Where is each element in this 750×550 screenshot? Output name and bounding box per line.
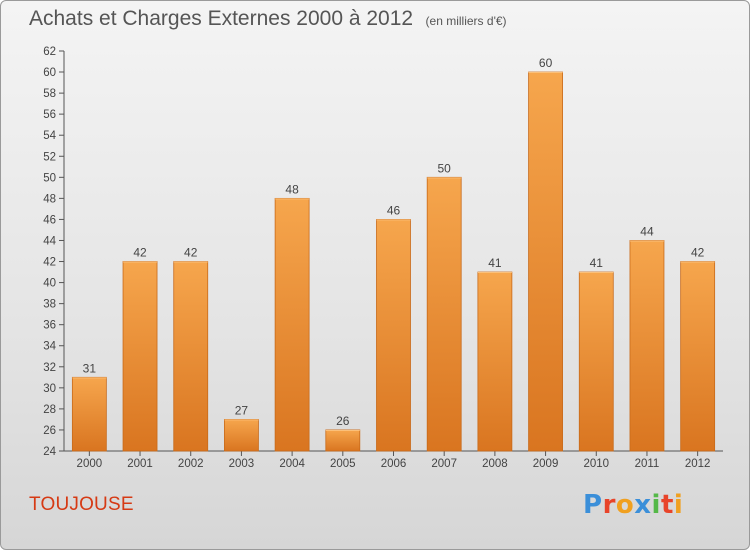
bar-value-label: 60 <box>539 56 553 70</box>
x-tick-label: 2001 <box>127 458 153 470</box>
brand-letter: i <box>651 490 661 520</box>
bar-value-label: 42 <box>184 246 198 260</box>
x-tick-label: 2011 <box>635 458 660 470</box>
title-row: Achats et Charges Externes 2000 à 2012 (… <box>29 7 507 31</box>
bar-value-label: 41 <box>488 256 502 270</box>
bar <box>274 197 310 452</box>
bar <box>528 71 563 452</box>
y-tick-label: 32 <box>43 362 56 374</box>
y-tick-label: 28 <box>43 404 56 416</box>
bar <box>629 240 665 452</box>
y-tick-label: 24 <box>43 446 56 458</box>
bar <box>477 271 513 452</box>
bar-value-label: 48 <box>285 182 299 196</box>
x-tick-label: 2007 <box>431 458 457 470</box>
bar <box>426 176 462 452</box>
chart-unit: (en milliers d'€) <box>425 14 507 28</box>
bar <box>71 376 107 452</box>
x-tick-label: 2010 <box>583 458 609 470</box>
bar-value-label: 44 <box>640 224 654 238</box>
y-tick-label: 48 <box>43 193 56 205</box>
bar-value-label: 42 <box>691 246 705 260</box>
y-tick-label: 62 <box>43 46 56 58</box>
bar <box>376 219 411 452</box>
brand-letter: P <box>583 490 603 520</box>
y-tick-label: 56 <box>43 109 56 121</box>
y-tick-label: 26 <box>43 425 56 437</box>
bar-value-label: 26 <box>336 414 350 428</box>
proxiti-logo: Proxiti <box>583 490 683 520</box>
bar-value-label: 41 <box>590 256 604 270</box>
y-tick-label: 54 <box>43 130 56 142</box>
brand-letter: o <box>615 490 635 520</box>
bar-value-label: 27 <box>235 403 249 417</box>
bar <box>325 429 361 452</box>
y-tick-label: 58 <box>43 88 56 100</box>
y-tick-label: 38 <box>43 299 56 311</box>
x-tick-label: 2008 <box>482 458 508 470</box>
x-tick-label: 2006 <box>381 458 407 470</box>
bar-value-label: 42 <box>133 246 147 260</box>
bar-value-label: 46 <box>387 203 401 217</box>
bar <box>578 271 614 452</box>
y-tick-label: 60 <box>43 67 56 79</box>
y-tick-label: 46 <box>43 214 56 226</box>
bar-value-label: 50 <box>438 161 452 175</box>
brand-letter: r <box>602 490 616 520</box>
commune-name: TOUJOUSE <box>29 494 134 515</box>
x-tick-label: 2000 <box>77 458 103 470</box>
y-tick-label: 40 <box>43 278 56 290</box>
bar-value-label: 31 <box>83 361 97 375</box>
x-tick-label: 2003 <box>229 458 255 470</box>
chart-title: Achats et Charges Externes 2000 à 2012 <box>29 7 414 30</box>
x-tick-label: 2004 <box>279 458 305 470</box>
x-tick-label: 2002 <box>178 458 204 470</box>
bar <box>680 261 716 452</box>
brand-letter: x <box>634 490 652 520</box>
y-tick-label: 52 <box>43 151 56 163</box>
y-tick-label: 50 <box>43 172 56 184</box>
brand-letter: t <box>660 490 674 520</box>
x-tick-label: 2005 <box>330 458 356 470</box>
bar <box>173 261 209 452</box>
y-tick-label: 44 <box>43 235 56 247</box>
brand-letter: i <box>673 490 684 520</box>
y-tick-label: 34 <box>43 341 56 353</box>
y-tick-label: 42 <box>43 257 56 269</box>
y-tick-label: 36 <box>43 320 56 332</box>
bar <box>122 261 158 452</box>
y-tick-label: 30 <box>43 383 56 395</box>
x-tick-label: 2012 <box>685 458 711 470</box>
x-tick-label: 2009 <box>533 458 559 470</box>
bar <box>224 419 259 452</box>
